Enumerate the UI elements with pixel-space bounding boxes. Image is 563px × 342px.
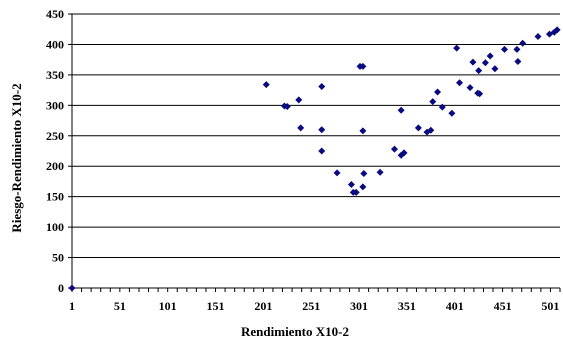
data-point — [519, 39, 527, 47]
data-point — [359, 62, 367, 70]
x-tick-label: 501 — [541, 299, 559, 313]
x-axis-title: Rendimiento X10-2 — [241, 324, 349, 339]
data-point — [513, 45, 521, 53]
data-point — [347, 180, 355, 188]
data-point — [297, 124, 305, 132]
x-tick-label: 451 — [494, 299, 512, 313]
data-point — [434, 88, 442, 96]
data-point — [360, 170, 368, 178]
y-tick-label: 250 — [46, 129, 64, 143]
y-tick-label: 50 — [52, 251, 64, 265]
data-point — [352, 188, 360, 196]
data-point — [376, 168, 384, 176]
data-points — [68, 26, 561, 292]
data-point — [318, 82, 326, 90]
data-point — [514, 57, 522, 65]
data-point — [466, 84, 474, 92]
data-point — [429, 98, 437, 106]
x-axis-ticks: 1 51 101 151 201 251 301 351 401 451 501 — [69, 288, 561, 313]
y-tick-label: 0 — [58, 281, 64, 295]
data-point — [553, 26, 561, 34]
x-tick-label: 201 — [254, 299, 272, 313]
x-tick-label: 1 — [69, 299, 75, 313]
data-point — [283, 103, 291, 111]
data-point — [475, 67, 483, 75]
data-point — [486, 52, 494, 60]
data-point — [534, 33, 542, 41]
y-tick-label: 300 — [46, 98, 64, 112]
y-tick-label: 150 — [46, 190, 64, 204]
data-point — [414, 124, 422, 132]
data-point — [359, 127, 367, 135]
y-tick-label: 350 — [46, 68, 64, 82]
data-point — [400, 149, 408, 157]
data-point — [438, 103, 446, 111]
data-point — [481, 59, 489, 67]
x-tick-label: 351 — [398, 299, 416, 313]
y-tick-label: 200 — [46, 159, 64, 173]
data-point — [68, 284, 76, 292]
axes — [71, 14, 560, 289]
data-point — [262, 81, 270, 89]
gridlines — [72, 13, 560, 259]
x-tick-label: 401 — [446, 299, 464, 313]
x-tick-label: 151 — [207, 299, 225, 313]
data-point — [427, 126, 435, 134]
data-point — [448, 109, 456, 117]
y-tick-label: 400 — [46, 37, 64, 51]
data-point — [359, 183, 367, 191]
data-point — [397, 106, 405, 114]
x-tick-label: 251 — [302, 299, 320, 313]
data-point — [501, 45, 509, 53]
data-point — [491, 65, 499, 73]
x-tick-label: 51 — [114, 299, 126, 313]
data-point — [474, 89, 482, 97]
data-point — [390, 145, 398, 153]
y-axis-title: Riesgo-Rendimiento X10-2 — [9, 83, 24, 232]
data-point — [333, 169, 341, 177]
data-point — [469, 58, 477, 66]
y-axis-ticks: 0 50 100 150 200 250 300 350 400 450 — [46, 7, 72, 295]
y-tick-label: 450 — [46, 7, 64, 21]
data-point — [456, 79, 464, 87]
data-point — [318, 147, 326, 155]
data-point — [453, 44, 461, 52]
data-point — [318, 126, 326, 134]
x-tick-label: 301 — [350, 299, 368, 313]
x-tick-label: 101 — [159, 299, 177, 313]
data-point — [295, 96, 303, 104]
y-tick-label: 100 — [46, 220, 64, 234]
